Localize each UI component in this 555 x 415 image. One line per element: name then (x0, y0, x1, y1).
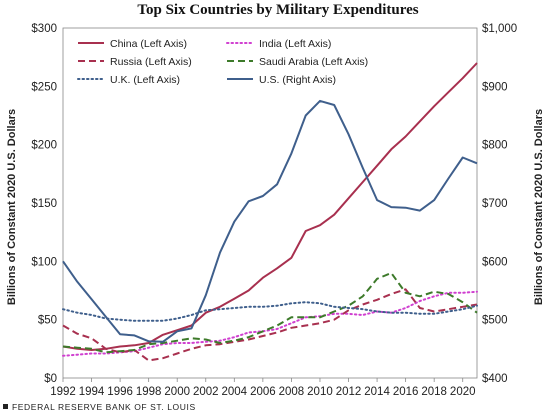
y-tick-label-left: $250 (31, 81, 57, 93)
chart-title: Top Six Countries by Military Expenditur… (137, 2, 418, 18)
series-line-3 (62, 272, 478, 354)
x-tick-label: 2016 (393, 386, 419, 398)
x-tick-label: 2014 (364, 386, 390, 398)
series-line-1 (62, 290, 478, 357)
y-tick-label-right: $800 (482, 140, 508, 152)
x-tick-label: 1994 (79, 386, 105, 398)
series-line-5 (62, 99, 478, 343)
x-tick-label: 2008 (279, 386, 305, 398)
x-tick-label: 2010 (307, 386, 333, 398)
series-line-0 (62, 62, 478, 351)
y-tick-label-left: $300 (31, 23, 57, 35)
legend-label-5: U.S. (Right Axis) (259, 74, 336, 86)
y-axis-label-right: Billions of Constant 2020 U.S. Dollars (533, 109, 545, 305)
y-tick-label-right: $400 (482, 373, 508, 385)
x-tick-label: 2018 (421, 386, 447, 398)
legend-label-0: China (Left Axis) (110, 38, 187, 50)
x-tick-label: 1996 (107, 386, 133, 398)
x-tick-label: 2000 (164, 386, 190, 398)
series-line-4 (62, 301, 478, 322)
y-tick-label-right: $700 (482, 198, 508, 210)
y-tick-label-left: $150 (31, 198, 57, 210)
y-tick-label-left: $0 (44, 373, 57, 385)
x-tick-label: 2012 (336, 386, 362, 398)
legend-label-4: U.K. (Left Axis) (110, 74, 180, 86)
y-tick-label-right: $600 (482, 256, 508, 268)
y-tick-label-left: $50 (38, 315, 57, 327)
footer: FEDERAL RESERVE BANK OF ST. LOUIS (3, 402, 196, 412)
series-line-2 (62, 288, 478, 362)
x-tick-label: 2020 (450, 386, 476, 398)
x-tick-label: 2004 (222, 386, 248, 398)
y-tick-label-left: $100 (31, 256, 57, 268)
x-tick-label: 1998 (136, 386, 162, 398)
y-axis-label-left: Billions of Constant 2020 U.S. Dollars (6, 109, 18, 305)
x-tick-label: 1992 (50, 386, 76, 398)
legend-label-3: Saudi Arabia (Left Axis) (259, 56, 368, 68)
axes: 1992 1994 1996 1998 2000 2002 2004 2006 2008 2010… (31, 23, 517, 398)
plot-frame (62, 27, 478, 379)
footer-text: FEDERAL RESERVE BANK OF ST. LOUIS (12, 402, 196, 412)
plot-lines (62, 62, 478, 362)
footer-square-icon (3, 404, 8, 409)
y-tick-label-left: $200 (31, 140, 57, 152)
legend: China (Left Axis) India (Left Axis) Russia… (77, 38, 368, 86)
x-tick-label: 2002 (193, 386, 219, 398)
y-tick-label-right: $900 (482, 81, 508, 93)
y-tick-label-right: $500 (482, 315, 508, 327)
legend-label-1: India (Left Axis) (259, 38, 331, 50)
x-tick-label: 2006 (250, 386, 276, 398)
legend-label-2: Russia (Left Axis) (110, 56, 192, 68)
y-tick-label-right: $1,000 (482, 23, 517, 35)
